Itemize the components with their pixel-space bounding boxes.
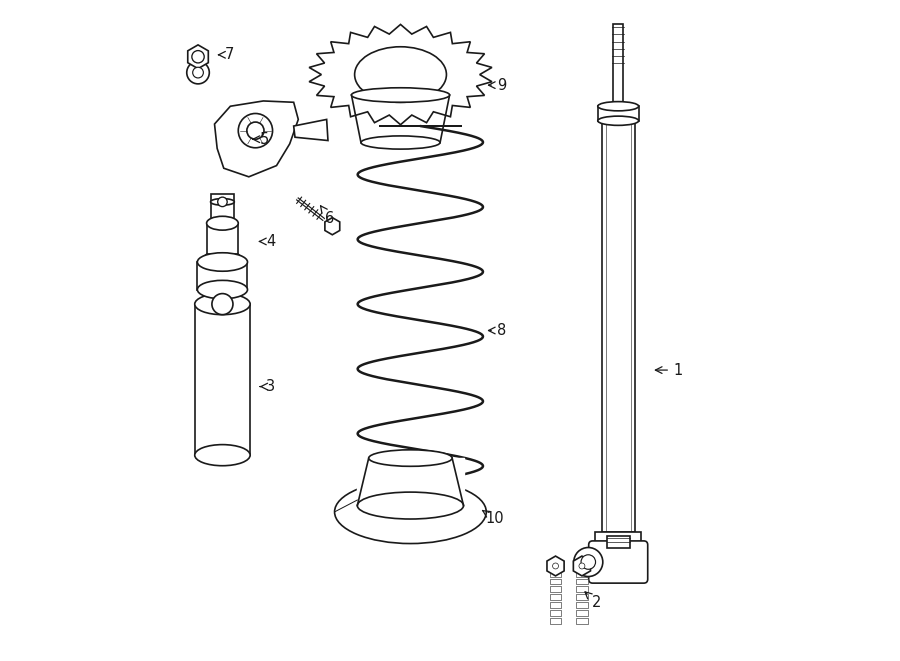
Bar <box>576 610 588 616</box>
Polygon shape <box>309 24 492 125</box>
Bar <box>576 602 588 608</box>
FancyBboxPatch shape <box>589 541 648 583</box>
Bar <box>576 594 588 600</box>
Bar <box>576 578 588 584</box>
Ellipse shape <box>197 280 248 299</box>
Ellipse shape <box>361 136 440 149</box>
Ellipse shape <box>598 116 639 126</box>
Bar <box>550 594 562 600</box>
Polygon shape <box>293 120 328 141</box>
Circle shape <box>186 61 210 84</box>
Bar <box>550 618 562 624</box>
Polygon shape <box>573 556 590 576</box>
Bar <box>550 578 562 584</box>
Polygon shape <box>325 217 339 235</box>
Text: 3: 3 <box>260 379 275 394</box>
Bar <box>211 194 234 223</box>
Ellipse shape <box>194 293 250 315</box>
Bar <box>194 304 250 455</box>
Bar <box>197 262 248 290</box>
Bar <box>607 536 630 548</box>
Ellipse shape <box>335 481 486 543</box>
Ellipse shape <box>352 88 450 102</box>
Ellipse shape <box>357 492 464 519</box>
Text: 1: 1 <box>655 363 682 377</box>
Bar <box>576 570 588 576</box>
Text: 8: 8 <box>489 323 506 338</box>
Bar <box>550 570 562 576</box>
Text: 10: 10 <box>482 510 504 526</box>
Circle shape <box>218 197 227 207</box>
Bar <box>576 586 588 592</box>
Bar <box>207 223 238 254</box>
Ellipse shape <box>211 198 234 205</box>
Ellipse shape <box>197 253 248 271</box>
Ellipse shape <box>369 450 452 466</box>
Bar <box>550 610 562 616</box>
Bar <box>595 531 642 545</box>
Circle shape <box>553 563 559 569</box>
Text: 4: 4 <box>259 234 275 249</box>
Polygon shape <box>188 45 208 69</box>
Text: 9: 9 <box>489 77 506 93</box>
Circle shape <box>192 51 204 63</box>
Circle shape <box>579 563 585 569</box>
Bar <box>598 106 639 121</box>
Bar <box>576 618 588 624</box>
Circle shape <box>574 547 603 576</box>
Ellipse shape <box>355 47 446 102</box>
Polygon shape <box>214 101 298 176</box>
Ellipse shape <box>194 445 250 466</box>
Text: 7: 7 <box>219 48 234 62</box>
Ellipse shape <box>598 102 639 111</box>
Text: 2: 2 <box>585 592 601 609</box>
Polygon shape <box>547 556 564 576</box>
Circle shape <box>581 555 596 569</box>
Circle shape <box>247 122 264 139</box>
Text: 6: 6 <box>320 206 335 226</box>
Polygon shape <box>197 254 248 262</box>
Circle shape <box>212 293 233 315</box>
Circle shape <box>193 67 203 78</box>
Circle shape <box>238 114 273 148</box>
Text: 5: 5 <box>253 132 268 147</box>
Bar <box>613 24 623 106</box>
Bar <box>550 586 562 592</box>
Ellipse shape <box>207 216 238 230</box>
Bar <box>550 602 562 608</box>
Bar <box>602 121 634 531</box>
